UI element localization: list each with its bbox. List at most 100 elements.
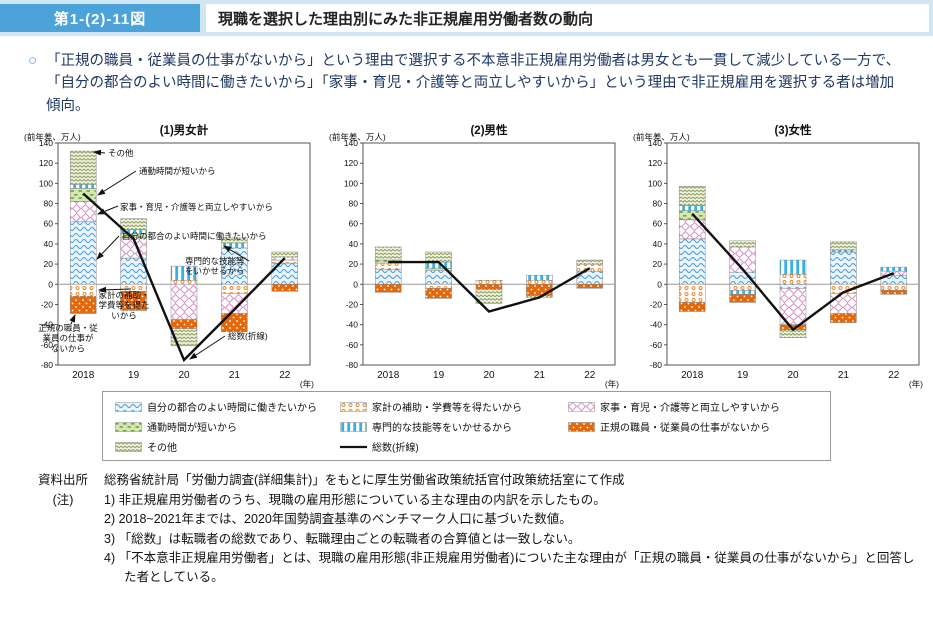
bar-segment-kakei[interactable] <box>678 284 706 304</box>
chart-female: (3)女性 (前年差、万人)140 120 100 80 60 40 20 0 -20 -40 -60… <box>633 123 923 389</box>
annotation-label: 自分の都合のよい時間に働きたいから <box>122 231 267 241</box>
bar-segment-sonota[interactable] <box>576 260 603 265</box>
note-item: 2) 2018~2021年までは、2020年国勢調査基準のベンチマーク人口に基づ… <box>104 512 572 527</box>
bar-segment-kakei[interactable] <box>374 263 401 270</box>
bar-segment-jibun[interactable] <box>221 248 248 285</box>
bar-segment-senmon[interactable] <box>729 290 756 296</box>
legend-label: 専門的な技能等をいかせるから <box>372 423 512 435</box>
bar-segment-kakei[interactable] <box>779 274 807 285</box>
x-tick-label: 21 <box>533 370 545 381</box>
bar-segment-kakei[interactable] <box>170 280 198 285</box>
y-tick-label: 140 <box>648 138 662 148</box>
y-tick-label: 0 <box>353 280 358 290</box>
bar-segment-sonota[interactable] <box>729 241 756 248</box>
bar-segment-seiki[interactable] <box>374 284 401 294</box>
y-tick-label: 20 <box>348 259 358 269</box>
legend-item-tsukin: 通勤時間が短いから <box>115 419 340 434</box>
y-tick-label: -60 <box>650 340 663 350</box>
bar-segment-seiki[interactable] <box>120 291 147 312</box>
bar-segment-jibun[interactable] <box>779 284 807 289</box>
page: 第1-(2)-11図 現職を選択した理由別にみた非正規雇用労働者数の動向 ○ 「… <box>0 0 933 584</box>
bar-segment-sonota[interactable] <box>221 238 248 244</box>
legend-swatch-seiki <box>568 422 595 432</box>
y-tick-label: 140 <box>343 138 357 148</box>
bar-segment-sonota[interactable] <box>120 218 147 231</box>
bar-segment-kakei[interactable] <box>576 264 603 272</box>
bar-segment-sonota[interactable] <box>475 289 502 305</box>
chart-men-and-women-total: (1)男女計 (前年差、万人)140 120 100 80 60 40 20 0 -20 -40 -6… <box>24 123 314 389</box>
bar-segment-kaji[interactable] <box>830 293 857 315</box>
bar-segment-jibun[interactable] <box>678 239 706 285</box>
bar-segment-senmon[interactable] <box>830 250 857 253</box>
x-tick-label: 20 <box>178 370 190 381</box>
series-line-total[interactable] <box>691 213 895 332</box>
bar-segment-jibun[interactable] <box>830 252 857 285</box>
bar-segment-seiki[interactable] <box>880 290 908 296</box>
y-tick-label: 80 <box>44 199 54 209</box>
bar-segment-seiki[interactable] <box>424 288 452 300</box>
bar-segment-sonota[interactable] <box>374 247 401 261</box>
bar-segment-seiki[interactable] <box>525 284 553 297</box>
bar-segment-kaji[interactable] <box>170 284 198 321</box>
y-tick-label: -80 <box>41 360 54 370</box>
bar-segment-seiki[interactable] <box>69 296 97 315</box>
series-line-total[interactable] <box>387 261 590 314</box>
bar-segment-sonota[interactable] <box>678 186 706 207</box>
chart-title: (1)男女計 <box>160 123 209 137</box>
annotation-label: 正規の職員・従業員の仕事がないから <box>38 323 98 353</box>
bar-segment-jibun[interactable] <box>69 221 97 285</box>
bar-segment-seiki[interactable] <box>576 284 603 289</box>
note-item: 1) 非正規雇用労働者のうち、現職の雇用形態についている主な理由の内訳を示したも… <box>104 492 606 507</box>
chart-title: (2)男性 <box>470 123 508 137</box>
annotation-label: 通勤時間が短いから <box>139 166 216 176</box>
chart-title: (3)女性 <box>774 123 812 137</box>
bar-segment-seiki[interactable] <box>271 284 299 292</box>
bar-segment-kakei[interactable] <box>271 260 299 264</box>
bar-segment-sonota[interactable] <box>69 151 97 186</box>
bar-segment-kakei[interactable] <box>424 284 452 289</box>
bar-segment-kakei[interactable] <box>475 280 502 285</box>
bar-segment-sonota[interactable] <box>271 252 299 258</box>
legend-swatch-sonota <box>115 442 142 452</box>
bar-segment-senmon[interactable] <box>678 205 706 212</box>
annotation-label: 専門的な技能等をいかせるから <box>185 256 245 276</box>
legend-swatch-senmon <box>340 422 367 432</box>
bar-segment-senmon[interactable] <box>69 184 97 190</box>
x-axis-unit-label: (年) <box>300 379 314 389</box>
y-tick-label: -20 <box>650 300 663 310</box>
y-tick-label: -40 <box>345 320 358 330</box>
bar-segment-jibun[interactable] <box>374 269 401 285</box>
legend-item-sonota: その他 <box>115 439 340 454</box>
y-tick-label: -60 <box>345 340 358 350</box>
legend-label: 家計の補助・学費等を得たいから <box>372 403 522 415</box>
y-axis-unit-label: (前年差、万人) <box>24 132 81 142</box>
bar-segment-seiki[interactable] <box>678 302 706 313</box>
series-line-total[interactable] <box>82 192 286 363</box>
bar-segment-senmon[interactable] <box>170 266 198 281</box>
bar-segment-seiki[interactable] <box>729 294 756 304</box>
bar-segment-kakei[interactable] <box>221 284 248 295</box>
legend-item-kaji: 家事・育児・介護等と両立しやすいから <box>568 399 818 414</box>
y-tick-label: 40 <box>348 239 358 249</box>
bar-segment-kakei[interactable] <box>880 284 908 291</box>
bar-segment-sonota[interactable] <box>830 242 857 251</box>
x-tick-label: 19 <box>433 370 445 381</box>
legend-swatch-jibun <box>115 402 142 412</box>
bar-segment-seiki[interactable] <box>221 313 248 333</box>
bar-segment-seiki[interactable] <box>830 313 857 324</box>
x-tick-label: 19 <box>128 370 140 381</box>
bar-segment-senmon[interactable] <box>779 260 807 275</box>
legend-box: 自分の都合のよい時間に働きたいから 家計の補助・学費等を得たいから 家事・育児・介護… <box>102 391 831 462</box>
bar-segment-seiki[interactable] <box>475 284 502 290</box>
bar-segment-kaji[interactable] <box>69 201 97 223</box>
legend-label: その他 <box>147 443 177 455</box>
bar-segment-senmon[interactable] <box>525 275 553 281</box>
source-row: 資料出所 総務省統計局「労働力調査(詳細集計)」をもとに厚生労働省政策統括官付政… <box>22 471 921 490</box>
bar-segment-senmon[interactable] <box>880 267 908 272</box>
bar-segment-seiki[interactable] <box>170 319 198 330</box>
bar-segment-kakei[interactable] <box>525 280 553 285</box>
bar-segment-kakei[interactable] <box>729 284 756 291</box>
bar-segment-kakei[interactable] <box>69 284 97 298</box>
bar-segment-sonota[interactable] <box>424 252 452 263</box>
annotation-label: その他 <box>108 148 134 158</box>
